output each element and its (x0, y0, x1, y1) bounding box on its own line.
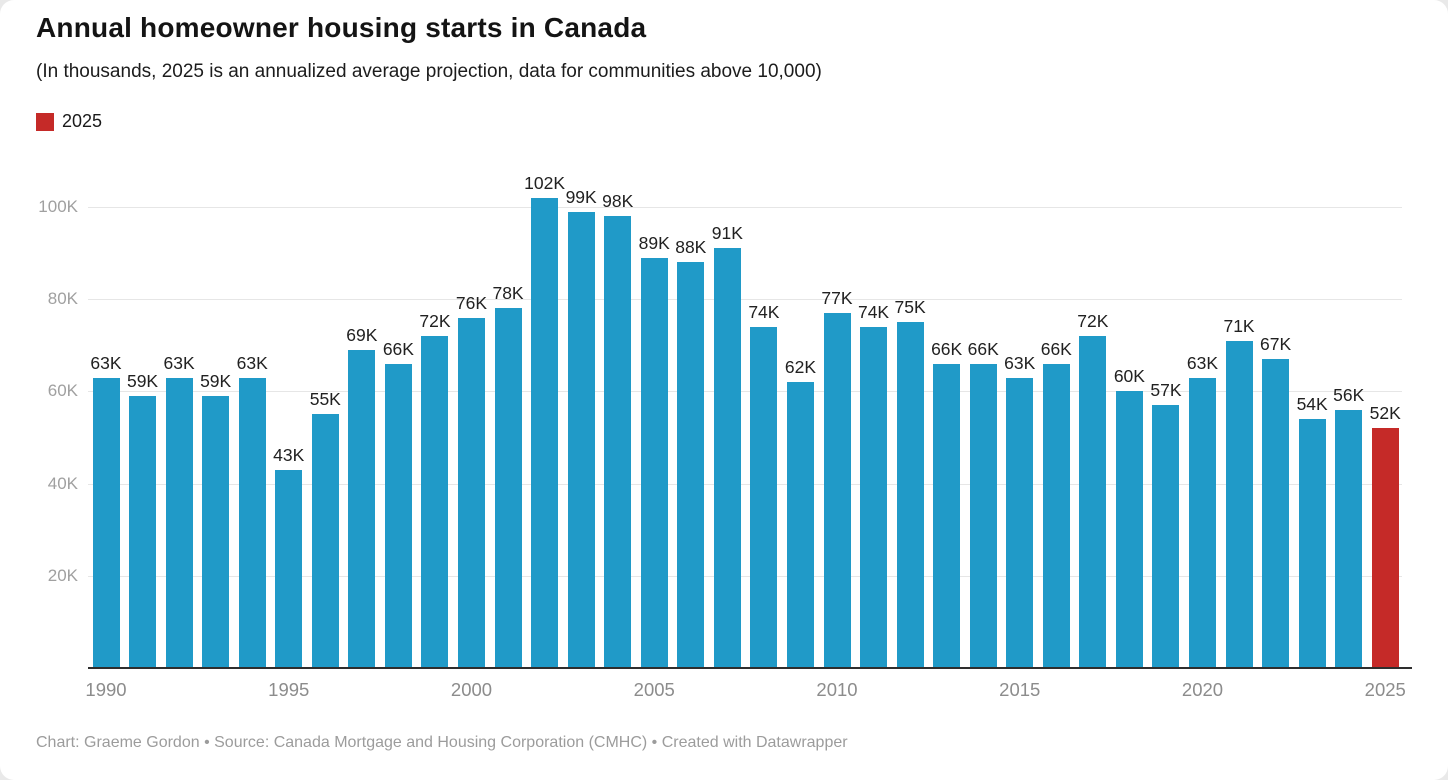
bar-value-label-2012: 75K (894, 297, 926, 318)
bar-2015[interactable] (1006, 377, 1034, 668)
bar-value-label-2016: 66K (1040, 338, 1072, 359)
bar-value-label-2004: 98K (602, 191, 634, 212)
bar-value-label-2006: 88K (675, 237, 707, 258)
bar-2023[interactable] (1298, 419, 1326, 668)
chart-subtitle: (In thousands, 2025 is an annualized ave… (36, 61, 822, 82)
bar-1992[interactable] (165, 377, 193, 668)
legend-swatch-2025 (36, 112, 54, 131)
bar-1999[interactable] (421, 336, 449, 668)
x-axis-label-2020: 2020 (1181, 679, 1224, 700)
bar-value-label-2002: 102K (524, 172, 566, 193)
gridline-80k (88, 299, 1402, 301)
bar-1993[interactable] (202, 396, 230, 668)
bar-2001[interactable] (494, 308, 522, 668)
bar-value-label-2021: 71K (1223, 315, 1255, 336)
bar-value-label-2020: 63K (1186, 352, 1219, 373)
bar-value-label-1996: 55K (309, 389, 341, 410)
bar-value-label-1995: 43K (273, 444, 305, 465)
y-axis-label-100k: 100K (38, 197, 78, 216)
bar-2024[interactable] (1335, 409, 1363, 668)
bar-2010[interactable] (823, 313, 851, 668)
bar-value-label-1994: 63K (236, 352, 268, 373)
x-axis-baseline (88, 667, 1412, 669)
bar-1997[interactable] (348, 349, 376, 668)
bar-value-label-2025: 52K (1369, 403, 1401, 424)
gridline-20k (88, 575, 1402, 577)
bar-2012[interactable] (896, 322, 924, 668)
bar-2025[interactable] (1371, 428, 1399, 668)
bar-2005[interactable] (640, 257, 668, 668)
bar-value-label-2001: 78K (492, 283, 524, 304)
x-axis-label-1995: 1995 (268, 679, 310, 700)
y-axis-label-80k: 80K (47, 289, 78, 309)
bar-value-label-2013: 66K (931, 338, 963, 359)
bar-value-label-2023: 54K (1296, 394, 1328, 415)
bar-value-label-2015: 63K (1004, 352, 1036, 373)
bar-value-label-2014: 66K (967, 338, 999, 359)
bar-1998[interactable] (384, 363, 412, 668)
bar-2009[interactable] (786, 382, 814, 668)
bar-2013[interactable] (933, 363, 961, 668)
bar-2000[interactable] (458, 317, 485, 668)
gridline-100k (88, 207, 1402, 208)
legend: 2025 (36, 111, 102, 132)
y-axis-label-60k: 60K (47, 381, 78, 401)
bar-value-label-1997: 69K (346, 324, 378, 345)
x-axis-label-2025: 2025 (1364, 679, 1406, 700)
bar-2008[interactable] (750, 326, 778, 668)
bar-value-label-2018: 60K (1113, 366, 1145, 387)
bar-2004[interactable] (604, 216, 632, 668)
bar-value-label-2000: 76K (455, 292, 488, 313)
bar-2011[interactable] (860, 326, 888, 668)
y-axis-label-20k: 20K (47, 565, 78, 585)
bar-2002[interactable] (531, 197, 559, 668)
bar-1995[interactable] (275, 469, 303, 668)
bar-2016[interactable] (1042, 363, 1070, 668)
bar-value-label-2019: 57K (1150, 380, 1182, 401)
x-axis-label-2000: 2000 (450, 679, 493, 700)
bar-value-label-2007: 91K (711, 223, 743, 244)
bar-value-label-2009: 62K (784, 357, 816, 378)
x-axis-label-1990: 1990 (85, 679, 127, 700)
bar-2019[interactable] (1152, 405, 1180, 668)
bar-value-label-1991: 59K (126, 371, 159, 391)
gridline-40k (88, 483, 1402, 485)
x-axis-label-2005: 2005 (633, 679, 675, 700)
bar-1991[interactable] (129, 396, 157, 668)
bar-value-label-2005: 89K (638, 232, 670, 253)
page-title: Annual homeowner housing starts in Canad… (36, 12, 647, 43)
bar-value-label-1999: 72K (419, 311, 451, 332)
bar-value-label-1990: 63K (90, 352, 122, 373)
bar-value-label-2017: 72K (1077, 311, 1109, 332)
bar-value-label-2008: 74K (748, 301, 780, 322)
bar-2021[interactable] (1225, 340, 1253, 668)
bar-value-label-2022: 67K (1260, 334, 1292, 355)
x-axis-label-2010: 2010 (816, 679, 858, 700)
bar-2014[interactable] (969, 363, 997, 668)
bar-2007[interactable] (713, 248, 741, 668)
x-axis-label-2015: 2015 (999, 679, 1041, 700)
y-axis-label-40k: 40K (47, 473, 78, 493)
bar-value-label-2011: 74K (857, 301, 890, 322)
bar-2017[interactable] (1079, 336, 1107, 668)
bar-2020[interactable] (1189, 377, 1216, 668)
bar-1994[interactable] (238, 377, 266, 668)
bar-value-label-1993: 59K (200, 371, 232, 391)
bar-2006[interactable] (677, 262, 705, 668)
chart-footer-credits: Chart: Graeme Gordon • Source: Canada Mo… (36, 734, 848, 751)
bar-1990[interactable] (92, 377, 120, 668)
bar-1996[interactable] (311, 414, 339, 668)
legend-label-2025: 2025 (62, 111, 103, 131)
bar-value-label-2024: 56K (1333, 384, 1365, 405)
bar-value-label-1998: 66K (382, 338, 414, 359)
bar-2022[interactable] (1262, 359, 1290, 668)
bar-value-label-2010: 77K (821, 288, 853, 309)
gridline-60k (88, 391, 1402, 393)
bar-value-label-1992: 63K (163, 352, 195, 373)
bar-value-label-2003: 99K (565, 186, 597, 207)
bar-2003[interactable] (567, 211, 595, 668)
bar-2018[interactable] (1115, 391, 1143, 668)
